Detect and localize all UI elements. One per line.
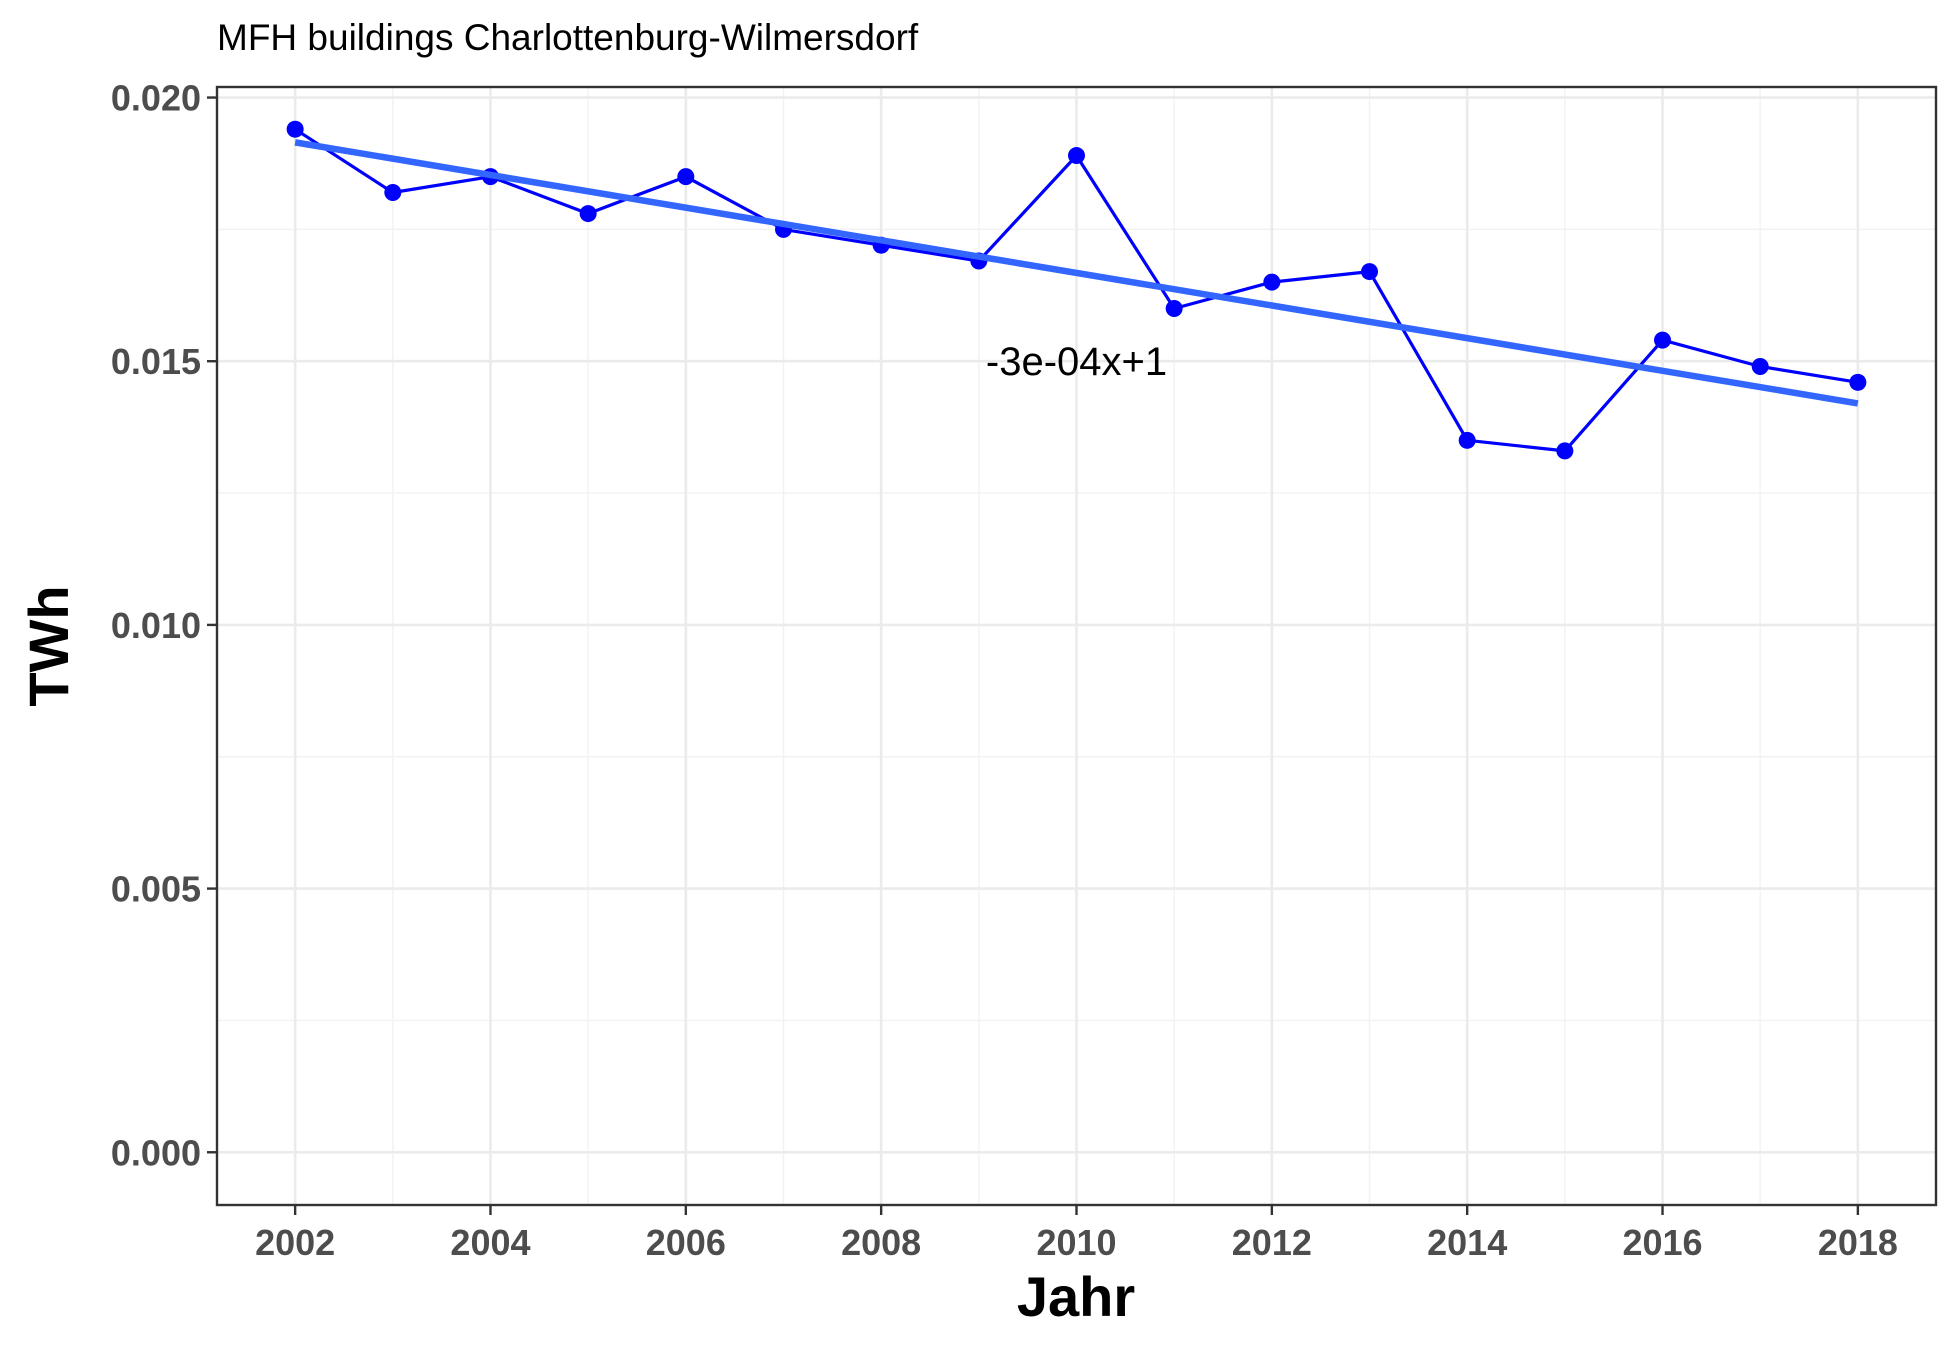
x-tick-label: 2006 (646, 1222, 726, 1263)
x-tick-label: 2002 (255, 1222, 335, 1263)
data-point (677, 168, 695, 186)
data-point (384, 183, 402, 201)
x-tick-label: 2012 (1232, 1222, 1312, 1263)
trend-equation-annotation: -3e-04x+1 (986, 340, 1167, 384)
x-tick-label: 2014 (1427, 1222, 1507, 1263)
y-tick-label: 0.005 (111, 869, 201, 910)
x-tick-label: 2004 (450, 1222, 530, 1263)
data-point (1849, 373, 1867, 391)
y-axis: 0.000 0.005 0.010 0.015 0.020 (111, 78, 217, 1173)
x-tick-label: 2018 (1818, 1222, 1898, 1263)
x-axis: 2002 2004 2006 2008 2010 2012 2014 2016 2018 (255, 1205, 1898, 1263)
data-point (1165, 299, 1183, 317)
y-tick-label: 0.020 (111, 78, 201, 119)
data-point (1556, 442, 1574, 460)
major-gridlines (217, 87, 1936, 1205)
chart-title: MFH buildings Charlottenburg-Wilmersdorf (217, 17, 919, 58)
x-axis-title: Jahr (1017, 1265, 1135, 1328)
y-tick-label: 0.015 (111, 341, 201, 382)
y-tick-label: 0.010 (111, 605, 201, 646)
data-point (286, 120, 304, 138)
data-point (579, 205, 597, 223)
y-axis-title: TWh (17, 585, 80, 706)
data-point (1654, 331, 1672, 349)
y-tick-label: 0.000 (111, 1132, 201, 1173)
x-tick-label: 2008 (841, 1222, 921, 1263)
x-tick-label: 2016 (1622, 1222, 1702, 1263)
data-point (1751, 358, 1769, 375)
series-layer (286, 120, 1867, 460)
data-point (1458, 431, 1476, 449)
x-tick-label: 2010 (1036, 1222, 1116, 1263)
data-point (1361, 263, 1379, 281)
trend-line (294, 139, 1859, 407)
data-point (1068, 147, 1085, 165)
data-point (1263, 273, 1281, 291)
